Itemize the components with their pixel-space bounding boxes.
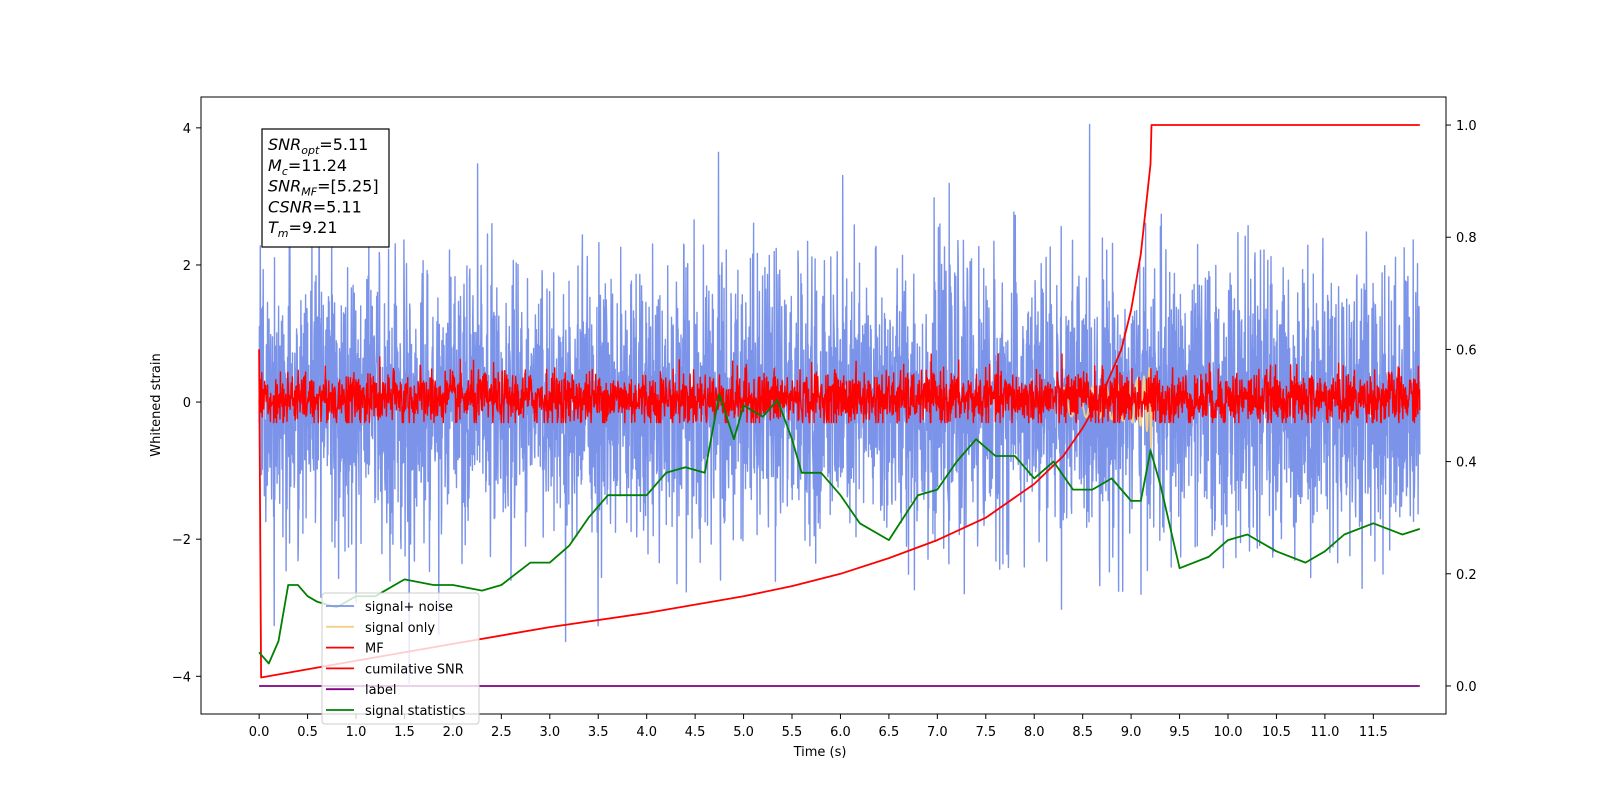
x-tick-label: 1.0 [346,725,367,740]
y2-tick-label: 0.8 [1456,231,1477,246]
y-axis-right: 1.0 0.8 0.6 0.4 0.2 0.0 [1446,119,1477,695]
legend: signal+ noise signal only MF cumilative SNR… [321,592,480,725]
series-signal-statistics-line [258,393,1421,665]
x-tick-label: 10.0 [1214,725,1243,740]
legend-label-signal-only: signal only [365,621,435,636]
x-axis: 0.0 0.5 1.0 1.5 2.0 2.5 3.0 3.5 4.0 4.5 5.0 5.5 6.0 6… [249,714,1388,740]
y2-tick-label: 0.6 [1456,343,1477,358]
x-tick-label: 0.5 [297,725,318,740]
y2-tick-label: 0.4 [1456,456,1477,471]
x-tick-label: 2.0 [443,725,464,740]
x-tick-label: 1.5 [394,725,415,740]
x-axis-label: Time (s) [793,745,847,760]
y-tick-label: 4 [183,122,191,137]
legend-label-mf: MF [365,642,384,657]
y-tick-label: −2 [172,533,191,548]
legend-label-cumilative-snr: cumilative SNR [365,662,464,677]
x-tick-label: 3.0 [539,725,560,740]
y2-tick-label: 1.0 [1456,119,1477,134]
x-tick-label: 6.5 [879,725,900,740]
annotation-line: SNRopt=5.11 [268,135,368,157]
series-cumilative-snr-line [258,124,1420,679]
annotation-line: CSNR=5.11 [268,197,362,216]
annotation-frame [261,128,390,248]
x-tick-label: 9.5 [1169,725,1190,740]
annotation-line: SNRMF=[5.25] [268,177,379,199]
annotation-box: SNRopt=5.11Mc=11.24SNRMF=[5.25]CSNR=5.11… [261,128,390,248]
x-tick-label: 7.0 [927,725,948,740]
x-tick-label: 11.5 [1359,725,1388,740]
y-axis-label: Whitened strain [149,353,164,456]
x-tick-label: 7.5 [975,725,996,740]
x-tick-label: 8.5 [1072,725,1093,740]
x-tick-label: 2.5 [491,725,512,740]
legend-label-signal-statistics: signal statistics [365,704,466,719]
x-tick-label: 4.0 [636,725,657,740]
annotation-line: Tm=9.21 [268,218,338,240]
x-tick-label: 0.0 [249,725,270,740]
x-tick-label: 8.0 [1024,725,1045,740]
y2-tick-label: 0.2 [1456,568,1477,583]
x-tick-label: 10.5 [1262,725,1291,740]
y2-tick-label: 0.0 [1456,680,1477,695]
x-tick-label: 9.0 [1121,725,1142,740]
axes-frame [200,96,1447,715]
x-tick-label: 3.5 [588,725,609,740]
x-tick-label: 5.5 [782,725,803,740]
x-tick-label: 11.0 [1310,725,1339,740]
legend-label-label: label [365,683,396,698]
y-tick-label: 2 [183,259,191,274]
y-tick-label: −4 [172,670,191,685]
x-tick-label: 6.0 [830,725,851,740]
x-tick-label: 5.0 [733,725,754,740]
series-mf-line [258,353,1421,424]
plot-area [258,123,1421,687]
annotation-line: Mc=11.24 [268,156,347,178]
y-tick-label: 0 [183,396,191,411]
legend-label-signal-noise: signal+ noise [365,600,453,615]
x-tick-label: 4.5 [685,725,706,740]
y-axis-left: 4 2 0 −2 −4 [172,122,201,685]
legend-frame [321,592,480,725]
